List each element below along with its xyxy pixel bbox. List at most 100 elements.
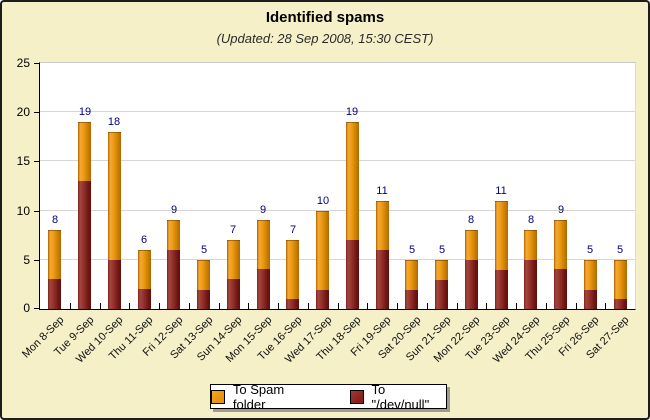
bar-Mon 22-Sep bbox=[465, 230, 478, 309]
gridline-15 bbox=[40, 160, 635, 162]
bar-Sun 21-Sep bbox=[435, 260, 448, 309]
bar-segment-spam-folder bbox=[48, 230, 61, 280]
bar-Tue 9-Sep bbox=[78, 122, 91, 309]
x-axis-tick bbox=[576, 303, 577, 309]
bar-Sun 14-Sep bbox=[227, 240, 240, 309]
bar-segment-spam-folder bbox=[465, 230, 478, 260]
y-axis-tick-20 bbox=[34, 112, 39, 114]
x-axis-tick bbox=[367, 303, 368, 309]
bar-value-label: 8 bbox=[51, 214, 59, 226]
bar-segment-devnull bbox=[554, 269, 567, 309]
bar-value-label: 6 bbox=[140, 234, 148, 246]
bar-value-label: 19 bbox=[345, 106, 359, 118]
legend-label-devnull: To "/dev/null" bbox=[371, 381, 430, 412]
bar-segment-devnull bbox=[167, 249, 180, 309]
bar-segment-spam-folder bbox=[524, 230, 537, 260]
x-axis-tick bbox=[605, 303, 606, 309]
bar-Thu 11-Sep bbox=[138, 250, 151, 309]
bar-segment-devnull bbox=[227, 279, 240, 309]
bar-Mon 15-Sep bbox=[257, 220, 270, 309]
y-axis-tick-15 bbox=[34, 161, 39, 163]
y-axis-tick-5 bbox=[34, 259, 39, 261]
bar-value-label: 5 bbox=[438, 244, 446, 256]
x-axis-tick bbox=[129, 303, 130, 309]
bar-segment-spam-folder bbox=[346, 122, 359, 241]
bar-value-label: 9 bbox=[557, 204, 565, 216]
bar-segment-devnull bbox=[197, 289, 210, 309]
bar-segment-devnull bbox=[524, 259, 537, 309]
bar-segment-spam-folder bbox=[138, 250, 151, 290]
y-axis-label-10: 10 bbox=[16, 203, 30, 218]
bar-Wed 24-Sep bbox=[524, 230, 537, 309]
x-axis-tick bbox=[248, 303, 249, 309]
bar-segment-spam-folder bbox=[108, 132, 121, 260]
legend-label-spam-folder: To Spam folder bbox=[232, 381, 285, 412]
bar-Thu 18-Sep bbox=[346, 122, 359, 309]
bar-segment-devnull bbox=[465, 259, 478, 309]
bar-segment-devnull bbox=[495, 269, 508, 309]
bar-value-label: 5 bbox=[586, 244, 594, 256]
y-axis-label-15: 15 bbox=[16, 154, 30, 169]
bar-segment-devnull bbox=[405, 289, 418, 309]
bar-segment-spam-folder bbox=[554, 220, 567, 270]
bar-segment-devnull bbox=[78, 181, 91, 309]
bar-value-label: 8 bbox=[467, 214, 475, 226]
x-axis-tick bbox=[427, 303, 428, 309]
bar-value-label: 5 bbox=[200, 244, 208, 256]
bar-segment-spam-folder bbox=[78, 122, 91, 182]
legend-swatch-devnull bbox=[349, 389, 364, 404]
bar-Wed 10-Sep bbox=[108, 132, 121, 309]
bar-Sat 13-Sep bbox=[197, 260, 210, 309]
bar-value-label: 8 bbox=[527, 214, 535, 226]
bar-value-label: 7 bbox=[229, 224, 237, 236]
gridline-5 bbox=[40, 258, 635, 260]
bar-Fri 26-Sep bbox=[584, 260, 597, 309]
x-axis-tick bbox=[397, 303, 398, 309]
bar-segment-spam-folder bbox=[614, 260, 627, 300]
bar-value-label: 18 bbox=[107, 116, 121, 128]
x-axis-tick bbox=[278, 303, 279, 309]
x-axis-tick bbox=[308, 303, 309, 309]
bar-Tue 23-Sep bbox=[495, 201, 508, 309]
bar-segment-devnull bbox=[435, 279, 448, 309]
bar-value-label: 7 bbox=[289, 224, 297, 236]
gridline-10 bbox=[40, 209, 635, 211]
bar-segment-spam-folder bbox=[227, 240, 240, 280]
bar-segment-devnull bbox=[108, 259, 121, 309]
bar-Thu 25-Sep bbox=[554, 220, 567, 309]
bar-segment-devnull bbox=[257, 269, 270, 309]
bar-Sat 20-Sep bbox=[405, 260, 418, 309]
bar-segment-spam-folder bbox=[435, 260, 448, 280]
bar-segment-spam-folder bbox=[167, 220, 180, 250]
bar-segment-devnull bbox=[316, 289, 329, 309]
x-axis-tick bbox=[486, 303, 487, 309]
bar-Tue 16-Sep bbox=[286, 240, 299, 309]
y-axis-tick-0 bbox=[34, 308, 39, 309]
x-axis-tick bbox=[219, 303, 220, 309]
y-axis-tick-25 bbox=[34, 63, 39, 64]
bar-segment-devnull bbox=[376, 250, 389, 309]
bar-value-label: 9 bbox=[170, 204, 178, 216]
bar-segment-devnull bbox=[614, 299, 627, 309]
bar-Wed 17-Sep bbox=[316, 211, 329, 309]
bar-value-label: 5 bbox=[408, 244, 416, 256]
bar-segment-spam-folder bbox=[376, 201, 389, 251]
bar-value-label: 19 bbox=[78, 106, 92, 118]
chart-subtitle: (Updated: 28 Sep 2008, 15:30 CEST) bbox=[216, 31, 434, 46]
legend: To Spam folder To "/dev/null" bbox=[210, 381, 447, 412]
x-axis-tick bbox=[516, 303, 517, 309]
bar-segment-spam-folder bbox=[584, 260, 597, 290]
x-axis-tick bbox=[546, 303, 547, 309]
bar-Fri 19-Sep bbox=[376, 201, 389, 309]
bar-Mon 8-Sep bbox=[48, 230, 61, 309]
bar-value-label: 11 bbox=[495, 185, 507, 197]
bar-segment-spam-folder bbox=[495, 201, 508, 270]
bar-segment-spam-folder bbox=[286, 240, 299, 300]
bar-value-label: 9 bbox=[259, 204, 267, 216]
chart-title: Identified spams bbox=[265, 9, 385, 26]
bar-segment-spam-folder bbox=[316, 211, 329, 290]
y-axis-label-20: 20 bbox=[16, 105, 30, 120]
x-axis-tick bbox=[457, 303, 458, 309]
bar-segment-spam-folder bbox=[257, 220, 270, 270]
